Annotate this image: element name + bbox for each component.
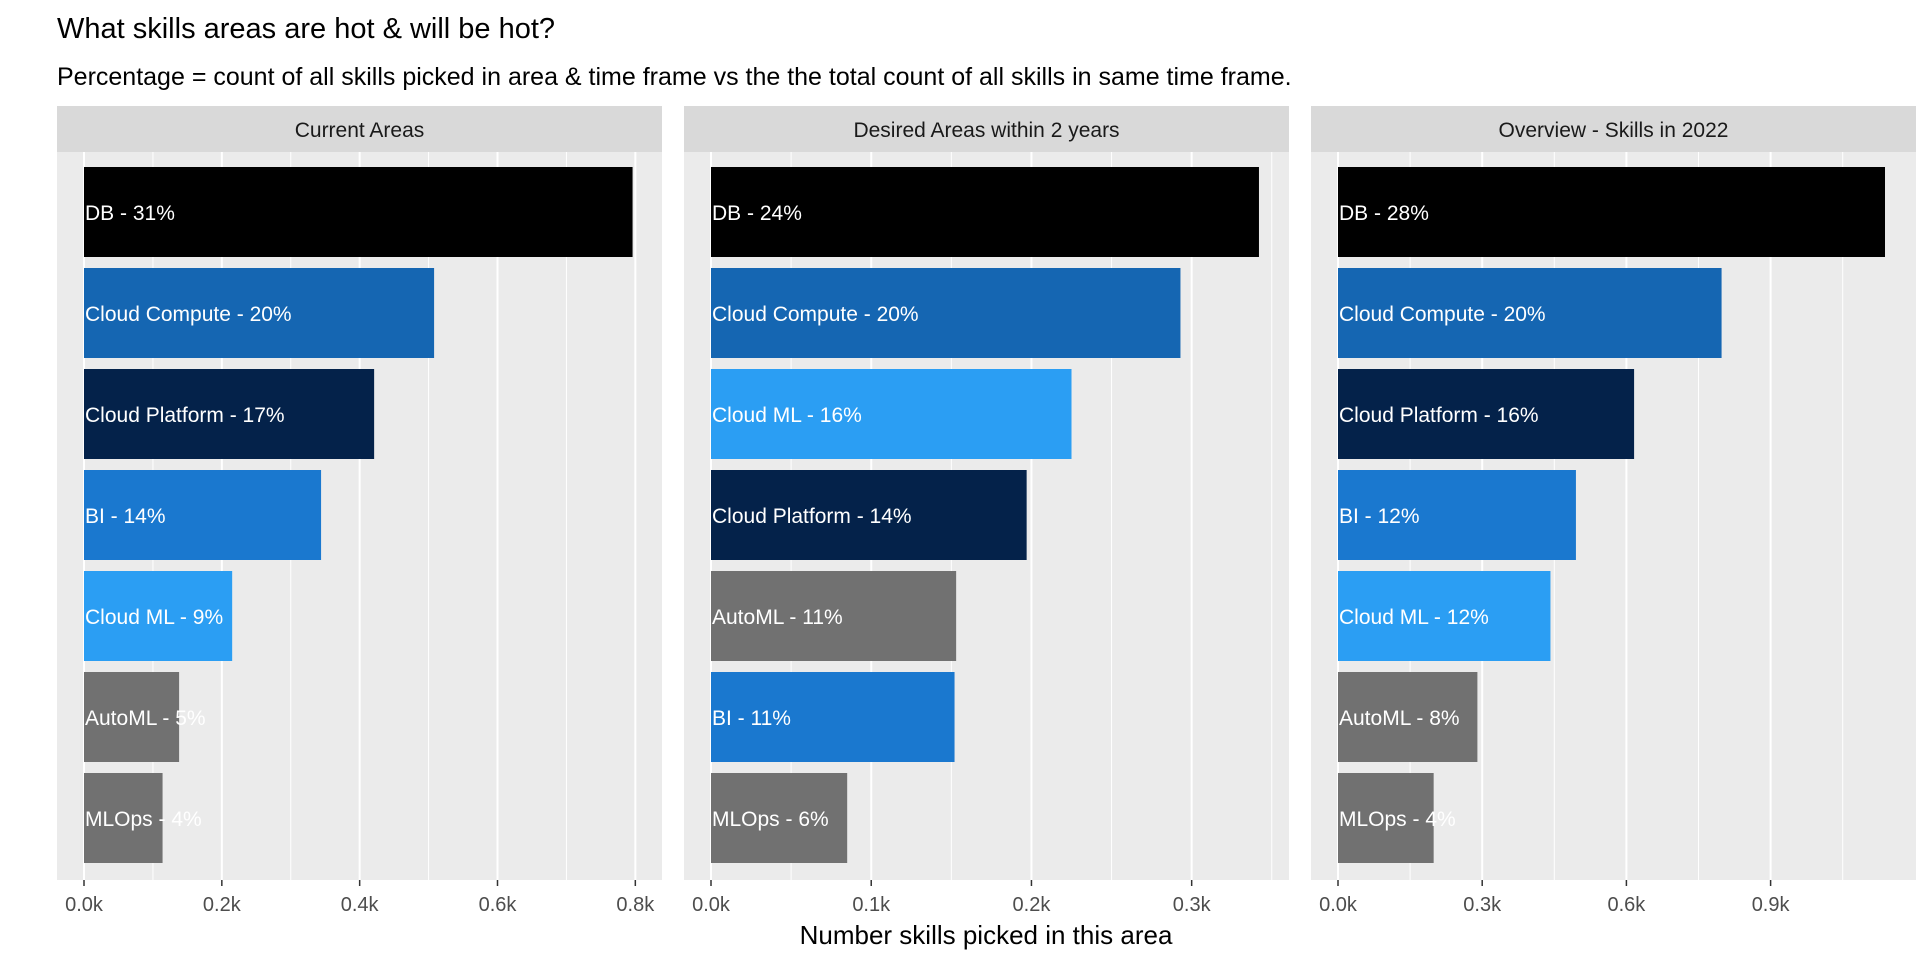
bar-label: BI - 11% [712, 707, 791, 730]
bar [711, 268, 1181, 358]
x-tick-label: 0.1k [852, 894, 891, 916]
x-tick-label: 0.0k [692, 894, 731, 916]
bar [84, 571, 233, 661]
bar-label: MLOps - 4% [85, 808, 202, 831]
facet-panel: Desired Areas within 2 years 0.0k 0.1k 0.2k… [684, 106, 1289, 916]
bar-label: Cloud ML - 9% [85, 606, 223, 629]
bar [84, 773, 163, 863]
bar [84, 470, 322, 560]
bar [84, 167, 633, 257]
bar-label: DB - 28% [1339, 202, 1429, 225]
facet-strip-label: Desired Areas within 2 years [853, 119, 1119, 142]
bar-label: AutoML - 11% [712, 606, 843, 629]
bar [711, 470, 1027, 560]
x-tick-label: 0.3k [1463, 894, 1502, 916]
bar [84, 268, 435, 358]
x-tick-label: 0.4k [341, 894, 380, 916]
x-axis-label: Number skills picked in this area [800, 920, 1173, 950]
facet-strip [684, 106, 1289, 152]
bar [84, 672, 180, 762]
facet-panel: Current Areas 0.0k 0.2k 0.4k 0.6k 0.8k DB - 31… [57, 106, 662, 916]
bar-label: Cloud Platform - 14% [712, 505, 912, 528]
bar-label: Cloud Compute - 20% [1339, 303, 1546, 326]
bar-label: AutoML - 8% [1339, 707, 1460, 730]
bar [1338, 167, 1886, 257]
x-tick-label: 0.2k [203, 894, 242, 916]
bar [1338, 268, 1722, 358]
bar-label: BI - 12% [1339, 505, 1420, 528]
x-tick-label: 0.8k [616, 894, 655, 916]
bar-label: MLOps - 4% [1339, 808, 1456, 831]
facet-strip [57, 106, 662, 152]
facet-strip-label: Current Areas [295, 119, 425, 142]
bar-label: AutoML - 5% [85, 707, 206, 730]
bar [711, 773, 848, 863]
bar-label: Cloud Compute - 20% [712, 303, 919, 326]
facet-strip [1311, 106, 1916, 152]
bar [1338, 470, 1576, 560]
x-tick-label: 0.2k [1013, 894, 1052, 916]
bar [1338, 369, 1635, 459]
facet-strip-label: Overview - Skills in 2022 [1499, 119, 1729, 142]
bar [1338, 773, 1434, 863]
chart-subtitle: Percentage = count of all skills picked … [57, 63, 1292, 91]
bar-label: Cloud Compute - 20% [85, 303, 292, 326]
bar [1338, 672, 1478, 762]
facet-panels: Current Areas 0.0k 0.2k 0.4k 0.6k 0.8k DB - 31… [57, 106, 1916, 916]
bar [711, 167, 1259, 257]
x-tick-label: 0.6k [1607, 894, 1646, 916]
bar [711, 672, 955, 762]
bar-label: MLOps - 6% [712, 808, 829, 831]
bar-label: Cloud Platform - 17% [85, 404, 285, 427]
bar-label: DB - 24% [712, 202, 802, 225]
x-tick-label: 0.9k [1752, 894, 1791, 916]
x-tick-label: 0.3k [1173, 894, 1212, 916]
facet-panel: Overview - Skills in 2022 0.0k 0.3k 0.6k 0.9… [1311, 106, 1916, 916]
bar-label: Cloud ML - 12% [1339, 606, 1489, 629]
chart-title: What skills areas are hot & will be hot? [57, 13, 555, 45]
bar [711, 369, 1072, 459]
x-tick-label: 0.0k [1319, 894, 1358, 916]
bar [1338, 571, 1551, 661]
bar-label: DB - 31% [85, 202, 175, 225]
bar [711, 571, 957, 661]
bar-label: BI - 14% [85, 505, 166, 528]
bar-label: Cloud ML - 16% [712, 404, 862, 427]
x-tick-label: 0.0k [65, 894, 104, 916]
bar-label: Cloud Platform - 16% [1339, 404, 1539, 427]
x-tick-label: 0.6k [479, 894, 518, 916]
bar [84, 369, 375, 459]
